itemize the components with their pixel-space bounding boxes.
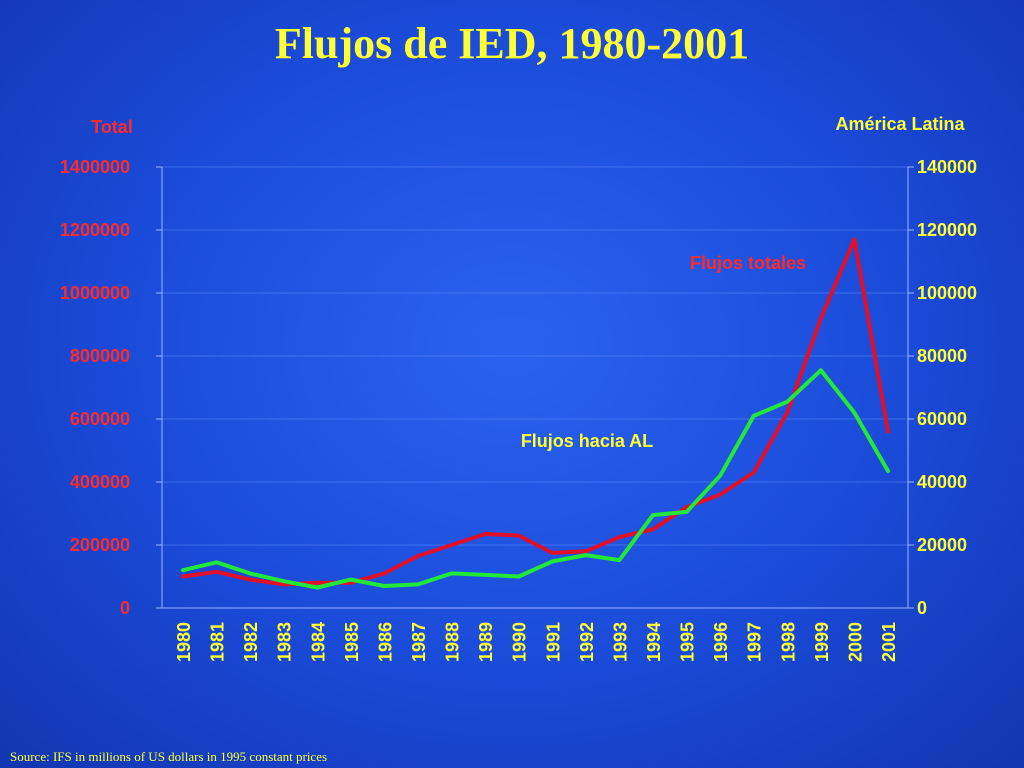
left-tick-label: 600000 — [70, 409, 130, 429]
right-tick-label: 60000 — [917, 409, 967, 429]
right-tick-label: 100000 — [917, 283, 977, 303]
right-tick-label: 40000 — [917, 472, 967, 492]
left-axis-ticks: 0 200000 400000 600000 800000 1000000 1200000 1… — [60, 157, 130, 618]
x-tick-label: 2001 — [879, 622, 899, 662]
x-tick-label: 1982 — [241, 622, 261, 662]
series-line-flujos-hacia-al — [181, 368, 890, 590]
left-tick-label: 1000000 — [60, 283, 130, 303]
left-axis-title: Total — [91, 117, 133, 137]
x-tick-label: 1997 — [745, 622, 765, 662]
x-tick-label: 1981 — [208, 622, 228, 662]
right-tick-label: 140000 — [917, 157, 977, 177]
x-tick-label: 1999 — [812, 622, 832, 662]
x-tick-label: 1995 — [678, 622, 698, 662]
left-tick-label: 0 — [120, 598, 130, 618]
series-label-flujos-totales: Flujos totales — [690, 253, 806, 273]
series-label-flujos-hacia-al: Flujos hacia AL — [521, 431, 653, 451]
left-tick-label: 1400000 — [60, 157, 130, 177]
left-tick-label: 400000 — [70, 472, 130, 492]
x-tick-label: 1987 — [409, 622, 429, 662]
series-line-flujos-totales — [181, 237, 890, 587]
x-tick-label: 1993 — [610, 622, 630, 662]
x-tick-label: 1990 — [510, 622, 530, 662]
x-tick-label: 1994 — [644, 622, 664, 662]
x-axis-ticks: 1980 1981 1982 1983 1984 1985 1986 1987 1988 1989… — [174, 622, 899, 662]
right-axis-ticks: 0 20000 40000 60000 80000 100000 120000 140000 — [917, 157, 977, 618]
source-note: Source: IFS in millions of US dollars in… — [10, 749, 328, 764]
right-tick-label: 0 — [917, 598, 927, 618]
x-tick-label: 1996 — [711, 622, 731, 662]
x-tick-label: 1980 — [174, 622, 194, 662]
x-tick-label: 1988 — [443, 622, 463, 662]
right-tick-label: 120000 — [917, 220, 977, 240]
x-tick-label: 1985 — [342, 622, 362, 662]
x-tick-label: 1984 — [308, 622, 328, 662]
right-tick-label: 20000 — [917, 535, 967, 555]
left-tick-label: 200000 — [70, 535, 130, 555]
x-tick-label: 1983 — [275, 622, 295, 662]
x-tick-label: 1986 — [375, 622, 395, 662]
right-tick-label: 80000 — [917, 346, 967, 366]
x-tick-label: 2000 — [845, 622, 865, 662]
x-tick-label: 1998 — [778, 622, 798, 662]
x-tick-label: 1992 — [577, 622, 597, 662]
left-tick-label: 800000 — [70, 346, 130, 366]
x-tick-label: 1991 — [543, 622, 563, 662]
right-axis-title: América Latina — [835, 114, 965, 134]
left-tick-label: 1200000 — [60, 220, 130, 240]
x-tick-label: 1989 — [476, 622, 496, 662]
chart-title: Flujos de IED, 1980-2001 — [274, 19, 750, 68]
series-lines — [181, 237, 890, 590]
